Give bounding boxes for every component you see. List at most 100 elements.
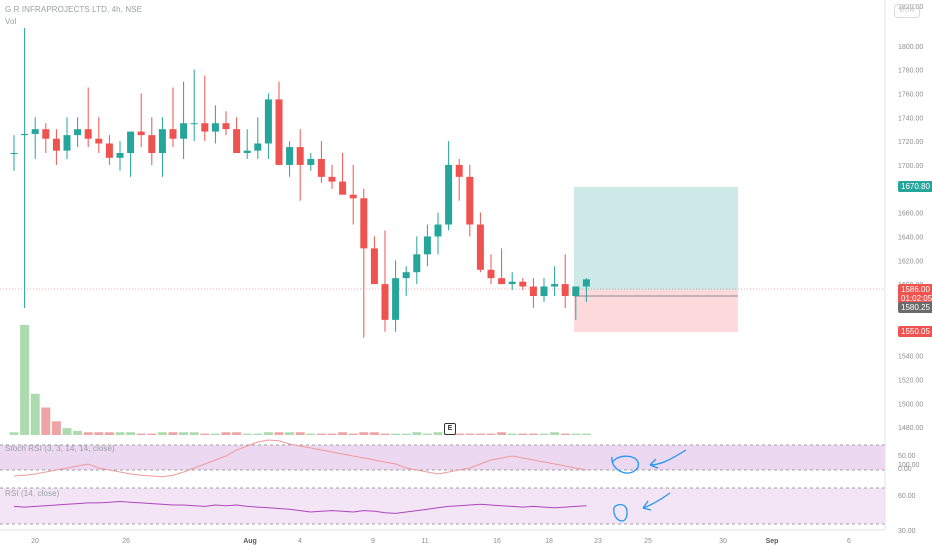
candle-body bbox=[95, 138, 103, 144]
candle-body bbox=[52, 138, 60, 151]
volume-bar bbox=[550, 432, 560, 435]
candle-body bbox=[254, 143, 262, 151]
candle-body bbox=[211, 123, 219, 132]
rsi-axis-tick: 60.00 bbox=[898, 493, 916, 500]
volume-bar bbox=[454, 433, 464, 435]
candle-body bbox=[74, 129, 82, 136]
target-price-label: 1670.80 bbox=[898, 181, 932, 192]
candle-body bbox=[158, 129, 166, 154]
volume-bar bbox=[104, 432, 114, 435]
candle-body bbox=[21, 133, 29, 136]
volume-bar bbox=[539, 433, 549, 435]
volume-bar bbox=[285, 432, 295, 435]
price-axis-tick: 1700.00 bbox=[898, 163, 923, 170]
stoch-axis-tick: 100.00 bbox=[898, 462, 920, 469]
rsi-line bbox=[13, 500, 587, 514]
candle-body bbox=[381, 284, 389, 320]
candle-body bbox=[31, 129, 39, 134]
volume-bars bbox=[9, 325, 591, 435]
candle-body bbox=[508, 281, 516, 285]
stoch-rsi-label: Stoch RSI (3, 3, 14, 14, close) bbox=[5, 444, 115, 453]
time-axis-label: 11 bbox=[421, 538, 428, 545]
candle-body bbox=[84, 129, 92, 139]
volume-bar bbox=[274, 432, 284, 435]
price-axis-tick: 1780.00 bbox=[898, 68, 923, 75]
price-axis-tick: 1640.00 bbox=[898, 234, 923, 241]
stoch-axis-tick: 50.00 bbox=[898, 453, 916, 460]
candle-body bbox=[423, 236, 431, 255]
candle-body bbox=[413, 254, 421, 273]
time-axis-label: 30 bbox=[719, 538, 727, 545]
volume-bar bbox=[115, 432, 125, 435]
candle-body bbox=[127, 131, 135, 154]
volume-bar bbox=[242, 433, 252, 435]
earnings-marker[interactable]: E bbox=[444, 423, 456, 435]
price-axis-tick: 1760.00 bbox=[898, 91, 923, 98]
candle-body bbox=[275, 99, 283, 165]
volume-bar bbox=[571, 433, 581, 435]
time-axis-label: 23 bbox=[594, 538, 602, 545]
volume-bar bbox=[232, 432, 242, 435]
candle-body bbox=[476, 224, 484, 270]
volume-bar bbox=[380, 433, 390, 435]
candle-body bbox=[455, 164, 463, 177]
price-axis-tick: 1540.00 bbox=[898, 354, 923, 361]
price-axis-tick: 1480.00 bbox=[898, 425, 923, 432]
stoch-rsi-line bbox=[13, 439, 587, 478]
candle-body bbox=[466, 176, 474, 225]
candle-body bbox=[328, 176, 336, 182]
volume-bar bbox=[348, 433, 358, 435]
candle-body bbox=[105, 143, 113, 158]
volume-bar bbox=[221, 432, 231, 435]
stoch-arrow-annotation bbox=[649, 449, 687, 469]
volume-bar bbox=[359, 432, 369, 435]
volume-bar bbox=[475, 433, 485, 435]
volume-bar bbox=[465, 433, 475, 435]
volume-bar bbox=[369, 432, 379, 435]
volume-bar bbox=[338, 432, 348, 435]
time-axis-label: 18 bbox=[545, 538, 553, 545]
volume-bar bbox=[581, 433, 591, 435]
long-position-profit-zone[interactable] bbox=[574, 187, 738, 290]
volume-bar bbox=[401, 433, 411, 435]
entry-price-label: 1580.25 bbox=[898, 302, 932, 313]
price-axis-tick: 1820.00 bbox=[898, 4, 923, 11]
time-axis-label: 9 bbox=[371, 538, 375, 545]
volume-bar bbox=[83, 432, 93, 435]
candle-body bbox=[307, 158, 315, 165]
rsi-axis-tick: 30.00 bbox=[898, 528, 916, 535]
candle-body bbox=[551, 284, 559, 287]
candle-body bbox=[148, 135, 156, 154]
volume-bar bbox=[9, 432, 19, 435]
rsi-band bbox=[0, 488, 885, 524]
volume-bar bbox=[391, 433, 401, 435]
drawing-annotations[interactable] bbox=[611, 449, 687, 522]
time-axis-label: Aug bbox=[243, 538, 257, 545]
candle-body bbox=[582, 279, 590, 287]
candle-body bbox=[519, 281, 527, 287]
time-axis-label: 25 bbox=[644, 538, 652, 545]
time-axis-label: 4 bbox=[298, 538, 302, 545]
time-axis-label: Sep bbox=[766, 538, 779, 545]
candle-body bbox=[190, 123, 198, 125]
candle-body bbox=[10, 153, 18, 155]
current-price-label: 1586.00 bbox=[898, 284, 932, 295]
volume-bar bbox=[51, 421, 61, 435]
volume-bar bbox=[433, 432, 443, 435]
candle-body bbox=[243, 150, 251, 154]
candle-body bbox=[392, 278, 400, 320]
rsi-arrow-annotation bbox=[642, 492, 671, 511]
volume-bar bbox=[210, 433, 220, 435]
long-position-loss-zone[interactable] bbox=[574, 290, 738, 332]
volume-bar bbox=[189, 432, 199, 435]
volume-bar bbox=[126, 432, 136, 435]
candle-body bbox=[116, 153, 124, 158]
price-axis-tick: 1620.00 bbox=[898, 258, 923, 265]
time-axis-label: 6 bbox=[847, 538, 851, 545]
candle-body bbox=[339, 181, 347, 195]
volume-bar bbox=[295, 432, 305, 435]
candle-body bbox=[180, 123, 188, 139]
candle-body bbox=[540, 286, 548, 297]
stop-price-label: 1550.05 bbox=[898, 326, 932, 337]
